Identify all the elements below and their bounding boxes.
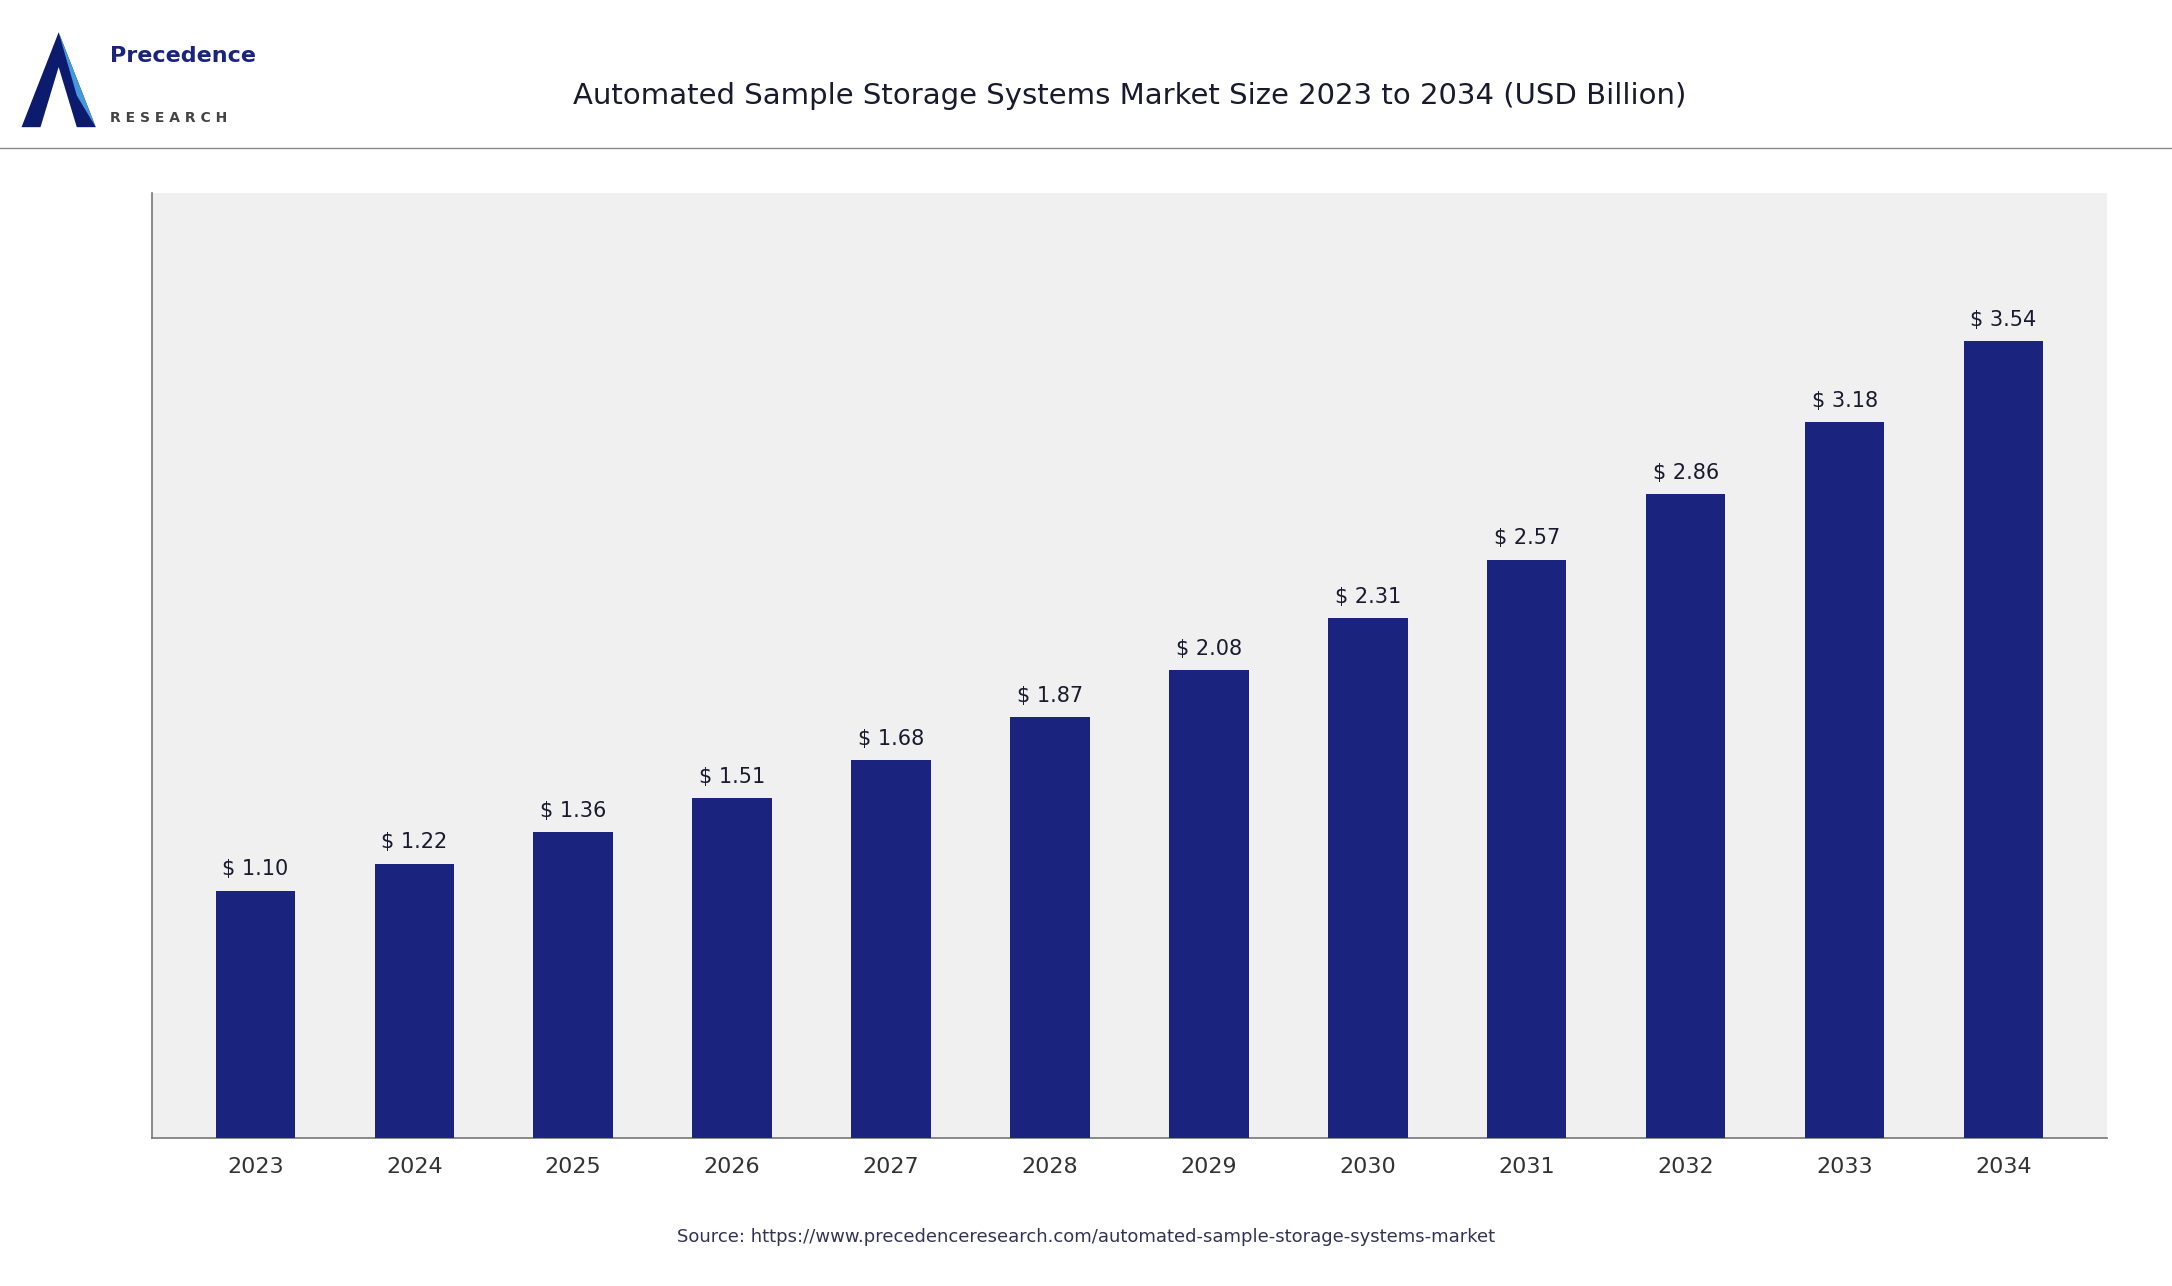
Bar [1963, 342, 2044, 1138]
Text: $ 2.08: $ 2.08 [1175, 639, 1242, 658]
Text: Source: https://www.precedenceresearch.com/automated-sample-storage-systems-mark: Source: https://www.precedenceresearch.c… [678, 1228, 1494, 1246]
Bar [1646, 495, 1725, 1138]
Bar [1488, 559, 1566, 1138]
Bar [851, 760, 932, 1138]
Text: $ 1.22: $ 1.22 [380, 832, 447, 853]
Text: $ 1.68: $ 1.68 [858, 729, 923, 748]
Text: $ 2.31: $ 2.31 [1336, 586, 1401, 607]
Text: Automated Sample Storage Systems Market Size 2023 to 2034 (USD Billion): Automated Sample Storage Systems Market … [573, 82, 1685, 111]
Polygon shape [59, 32, 96, 127]
Text: Precedence: Precedence [109, 46, 256, 66]
Bar [1010, 718, 1090, 1138]
Bar [1327, 619, 1407, 1138]
Text: $ 3.54: $ 3.54 [1970, 310, 2037, 331]
Bar [374, 864, 454, 1138]
Text: $ 2.86: $ 2.86 [1653, 463, 1718, 484]
Text: R E S E A R C H: R E S E A R C H [109, 111, 226, 125]
Text: $ 2.57: $ 2.57 [1494, 529, 1559, 549]
Polygon shape [22, 32, 96, 127]
Bar [534, 832, 613, 1138]
Bar [215, 890, 295, 1138]
Text: $ 1.51: $ 1.51 [699, 766, 765, 787]
Bar [1169, 670, 1249, 1138]
Text: $ 3.18: $ 3.18 [1811, 391, 1877, 412]
Bar [693, 799, 771, 1138]
Bar [1805, 422, 1885, 1138]
Text: $ 1.87: $ 1.87 [1016, 685, 1084, 706]
Text: $ 1.10: $ 1.10 [222, 859, 289, 880]
Text: $ 1.36: $ 1.36 [541, 801, 606, 820]
